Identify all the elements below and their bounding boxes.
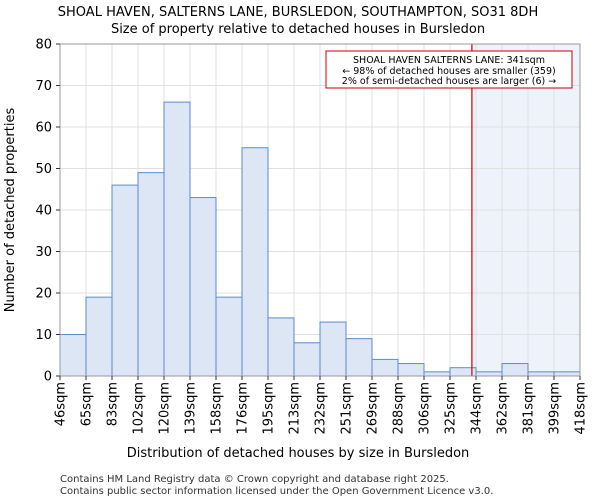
bar [345,338,373,377]
bar [423,371,451,377]
y-ticks: 0 10 20 30 40 50 60 70 80 [35,38,60,385]
y-tick-label: 60 [35,121,52,136]
bar [293,342,321,377]
x-tick-label: 418sqm [574,382,589,435]
x-tick-label: 176sqm [236,382,251,435]
bar [267,317,295,377]
annotation-line-1: SHOAL HAVEN SALTERNS LANE: 341sqm [353,55,545,66]
bar [475,371,503,377]
bar [111,184,139,377]
y-tick-label: 50 [35,162,52,177]
bar [397,363,425,377]
y-tick-label: 10 [35,328,52,343]
bar [241,147,269,377]
x-tick-label: 325sqm [444,382,459,435]
x-tick-label: 362sqm [496,382,511,435]
chart-subtitle: Size of property relative to detached ho… [111,22,485,37]
x-tick-label: 399sqm [548,382,563,435]
bar [137,172,165,377]
x-tick-label: 46sqm [54,382,69,426]
x-tick-label: 381sqm [522,382,537,435]
bar [189,197,217,377]
bar [163,101,191,377]
bar [319,321,347,377]
bar [371,358,399,377]
chart-title: SHOAL HAVEN, SALTERNS LANE, BURSLEDON, S… [58,5,538,20]
x-axis-label: Distribution of detached houses by size … [127,446,470,461]
bars [59,101,581,377]
y-axis-label: Number of detached properties [3,108,18,313]
y-tick-label: 30 [35,245,52,260]
x-tick-label: 120sqm [158,382,173,435]
x-tick-label: 344sqm [470,382,485,435]
bar [85,296,113,377]
y-tick-label: 80 [35,38,52,53]
annotation-line-3: 2% of semi-detached houses are larger (6… [342,76,556,87]
bar [553,371,581,377]
bar [215,296,243,377]
x-tick-label: 306sqm [418,382,433,435]
x-tick-label: 65sqm [80,382,95,426]
x-tick-label: 102sqm [132,382,147,435]
x-tick-label: 288sqm [392,382,407,435]
footer-line-1: Contains HM Land Registry data © Crown c… [60,474,449,485]
x-tick-label: 195sqm [262,382,277,435]
x-tick-label: 232sqm [314,382,329,435]
bar [59,334,87,377]
x-tick-label: 213sqm [288,382,303,435]
y-tick-label: 20 [35,287,52,302]
y-tick-label: 0 [44,370,52,385]
y-tick-label: 70 [35,79,52,94]
bar [501,363,529,377]
x-tick-label: 139sqm [184,382,199,435]
annotation-line-2: ← 98% of detached houses are smaller (35… [342,66,555,77]
y-tick-label: 40 [35,204,52,219]
x-tick-label: 158sqm [210,382,225,435]
x-tick-label: 251sqm [340,382,355,435]
annotation-border [325,50,573,89]
annotation-box: SHOAL HAVEN SALTERNS LANE: 341sqm ← 98% … [325,50,573,89]
x-tick-label: 269sqm [366,382,381,435]
footer-line-2: Contains public sector information licen… [60,486,493,497]
bar [527,371,555,377]
x-ticks: 46sqm 65sqm 83sqm 102sqm 120sqm 139sqm 158sqm 1… [54,376,589,435]
x-tick-label: 83sqm [106,382,121,426]
